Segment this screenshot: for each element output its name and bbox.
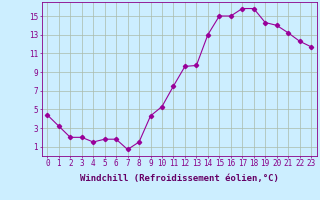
X-axis label: Windchill (Refroidissement éolien,°C): Windchill (Refroidissement éolien,°C) (80, 174, 279, 183)
